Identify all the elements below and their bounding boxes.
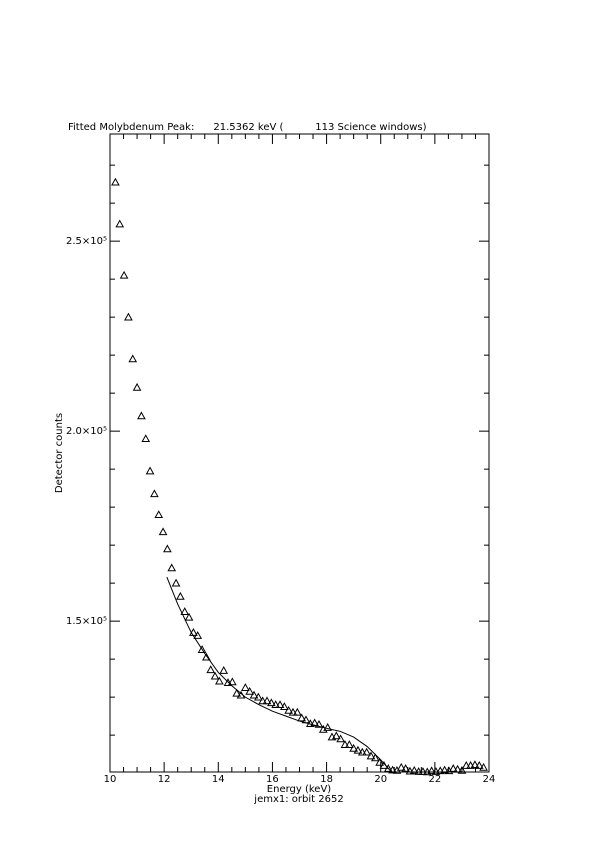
y-tick-label: 1.5×10⁵ — [66, 616, 107, 627]
data-point — [314, 719, 324, 728]
data-point — [171, 578, 181, 587]
data-point — [479, 762, 488, 771]
data-point — [228, 677, 237, 686]
data-point — [383, 764, 393, 772]
data-point — [336, 734, 345, 743]
data-point — [206, 665, 216, 674]
data-point — [158, 527, 168, 536]
data-point — [414, 767, 423, 775]
data-point — [375, 757, 384, 766]
data-point — [176, 591, 185, 600]
data-point — [388, 765, 397, 774]
data-point — [357, 747, 367, 756]
data-point — [344, 740, 354, 748]
x-tick-label: 20 — [374, 774, 387, 785]
data-point — [167, 563, 177, 572]
x-axis-label: Energy (keV) — [267, 784, 332, 795]
data-point — [370, 753, 380, 762]
data-point — [292, 707, 302, 716]
data-point — [331, 731, 341, 740]
x-tick-label: 16 — [266, 774, 279, 785]
data-point — [202, 652, 211, 661]
data-point — [266, 698, 276, 707]
data-point — [284, 705, 294, 714]
data-point — [461, 761, 471, 769]
data-point — [297, 713, 307, 722]
data-point — [137, 411, 146, 420]
data-point — [128, 354, 138, 363]
data-point — [340, 740, 350, 748]
data-point — [232, 688, 242, 697]
chart-title: Fitted Molybdenum Peak: 21.5362 keV ( 11… — [68, 122, 427, 133]
data-point — [119, 270, 129, 279]
data-point — [210, 671, 220, 680]
x-tick-label: 24 — [483, 774, 496, 785]
data-point — [275, 700, 285, 709]
data-point — [219, 666, 229, 674]
data-point — [448, 764, 458, 772]
data-point — [366, 751, 376, 760]
data-point — [353, 745, 363, 754]
data-point — [279, 702, 289, 710]
data-point — [124, 312, 133, 321]
data-point — [418, 767, 428, 775]
data-point — [401, 764, 410, 772]
data-point — [474, 761, 484, 769]
data-point — [262, 696, 272, 705]
data-point — [154, 510, 164, 519]
data-point — [457, 765, 467, 774]
data-point — [111, 177, 120, 186]
data-point — [470, 760, 480, 769]
data-point — [288, 707, 298, 716]
x-tick-label: 18 — [320, 774, 333, 785]
data-point — [349, 743, 358, 752]
y-tick-label: 2.0×10⁵ — [66, 426, 107, 437]
data-point — [409, 765, 419, 774]
fit-line — [166, 576, 392, 773]
data-point — [115, 219, 125, 228]
data-point — [241, 683, 250, 691]
data-point — [150, 489, 159, 498]
x-tick-label: 10 — [104, 774, 117, 785]
data-point — [254, 692, 263, 701]
data-point — [180, 607, 190, 615]
data-point — [396, 762, 406, 771]
data-point — [249, 690, 259, 699]
data-point — [427, 766, 436, 775]
data-point — [184, 612, 194, 621]
data-point — [245, 686, 255, 695]
data-point — [193, 631, 203, 639]
data-point — [440, 765, 449, 774]
plot-frame — [109, 133, 490, 773]
x-tick-label: 22 — [428, 774, 441, 785]
data-point — [145, 466, 155, 475]
x-tick-label: 14 — [212, 774, 225, 785]
data-point — [323, 723, 333, 731]
y-tick-label: 2.5×10⁵ — [66, 236, 107, 247]
data-point — [362, 747, 371, 756]
data-point — [141, 434, 151, 443]
data-point — [215, 676, 224, 685]
y-axis-label: Detector counts — [54, 413, 65, 493]
data-point — [163, 544, 172, 553]
data-point — [132, 382, 142, 391]
data-point — [258, 696, 268, 705]
subtitle: jemx1: orbit 2652 — [253, 794, 343, 805]
data-point — [453, 764, 462, 773]
data-point — [271, 700, 281, 709]
x-tick-label: 12 — [158, 774, 171, 785]
data-point — [197, 645, 207, 653]
